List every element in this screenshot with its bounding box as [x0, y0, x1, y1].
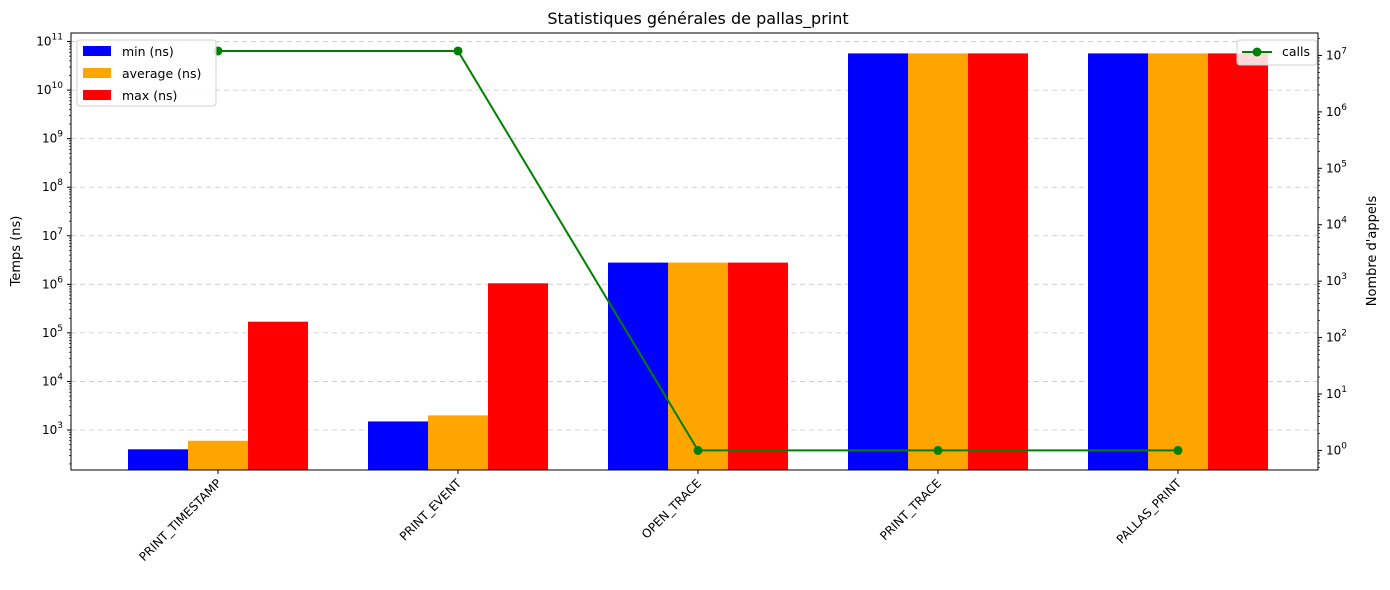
legend-frame: [76, 39, 217, 107]
bar-max: [488, 283, 548, 470]
bar-average: [908, 53, 968, 470]
y-axis-right: 100 101 102 103 104 105 106 107: [1318, 38, 1347, 468]
bar-max: [968, 53, 1028, 470]
bar-average: [1148, 53, 1208, 470]
bar-min: [608, 262, 668, 470]
y2-tick-label: 100: [1326, 441, 1347, 457]
bar-min: [848, 53, 908, 470]
y-tick-label: 103: [42, 421, 63, 437]
y2-tick-label: 106: [1326, 103, 1347, 119]
y-tick-label: 109: [42, 130, 63, 146]
legend-frame: [1236, 39, 1318, 66]
y-tick-label: 1010: [36, 81, 63, 97]
y2-tick-label: 104: [1326, 216, 1347, 232]
y2-axis-title: Nombre d'appels: [1365, 196, 1380, 307]
y-tick-label: 108: [42, 178, 63, 194]
calls-point: [1173, 445, 1183, 455]
legend-swatch: [83, 68, 111, 78]
plot-frame: [70, 32, 1319, 471]
legend-swatch: [83, 90, 111, 100]
x-tick-label: OPEN_TRACE: [639, 476, 704, 541]
x-tick-label: PALLAS_PRINT: [1114, 476, 1185, 547]
y2-tick-label: 102: [1326, 329, 1347, 345]
bar-min: [128, 449, 188, 470]
bars-layer: [128, 53, 1268, 470]
calls-point: [933, 445, 943, 455]
legend-label: min (ns): [122, 44, 174, 59]
x-tick-label: PRINT_TRACE: [877, 476, 944, 543]
y2-tick-label: 107: [1326, 46, 1347, 62]
y-tick-label: 105: [42, 324, 63, 340]
legend-label: max (ns): [122, 88, 177, 103]
y-tick-label: 107: [42, 227, 63, 243]
y-tick-label: 104: [42, 372, 63, 388]
bar-max: [1208, 53, 1268, 470]
bar-average: [668, 262, 728, 470]
y-tick-label: 1011: [36, 33, 63, 49]
calls-point: [453, 46, 463, 56]
y2-tick-label: 105: [1326, 159, 1347, 175]
y-axis-title: Temps (ns): [9, 216, 24, 288]
bar-min: [1088, 53, 1148, 470]
legend-label: calls: [1282, 44, 1310, 59]
y-axis-left: 103 104 105 106 107 108 109 1010 1011: [36, 33, 71, 465]
x-tick-label: PRINT_TIMESTAMP: [136, 476, 224, 564]
y2-tick-label: 101: [1326, 385, 1347, 401]
y-tick-label: 106: [42, 275, 63, 291]
x-axis: PRINT_TIMESTAMP PRINT_EVENT OPEN_TRACE PRIN…: [136, 470, 1185, 564]
bar-max: [248, 321, 308, 470]
legend-line: calls: [1236, 39, 1318, 66]
calls-point: [693, 445, 703, 455]
legend-marker: [1252, 47, 1262, 57]
x-tick-label: PRINT_EVENT: [397, 476, 465, 544]
chart-title: Statistiques générales de pallas_print: [547, 9, 848, 29]
legend-swatch: [83, 46, 111, 56]
bar-average: [428, 415, 488, 470]
bar-min: [368, 421, 428, 470]
legend-bars: min (ns) average (ns) max (ns): [76, 39, 217, 107]
bar-average: [188, 440, 248, 470]
y2-tick-label: 103: [1326, 272, 1347, 288]
bar-max: [728, 262, 788, 470]
legend-label: average (ns): [122, 66, 201, 81]
